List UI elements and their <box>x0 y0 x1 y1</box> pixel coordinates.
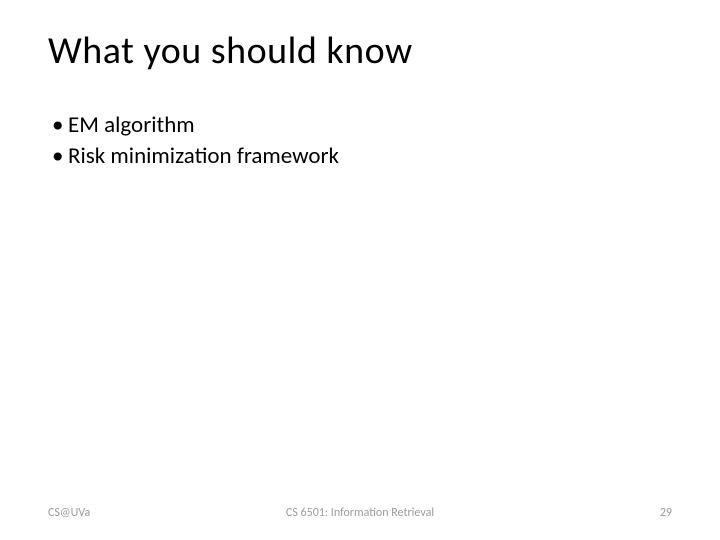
footer-center: CS 6501: Information Retrieval <box>286 506 434 520</box>
bullet-item: Risk minimization framework <box>52 141 672 172</box>
slide: What you should know EM algorithm Risk m… <box>0 0 720 540</box>
bullet-list: EM algorithm Risk minimization framework <box>48 110 672 172</box>
slide-footer: CS@UVa CS 6501: Information Retrieval 29 <box>0 506 720 520</box>
footer-left: CS@UVa <box>48 506 90 520</box>
slide-title: What you should know <box>48 28 672 74</box>
bullet-item: EM algorithm <box>52 110 672 141</box>
footer-right: 29 <box>660 506 672 520</box>
